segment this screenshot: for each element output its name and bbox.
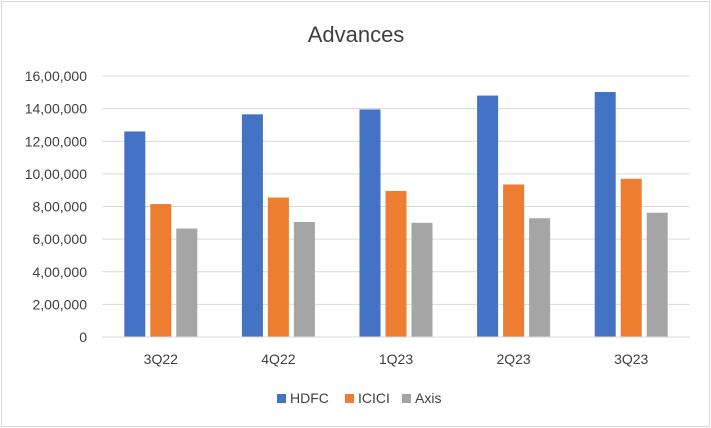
bar-icici-4q22 — [267, 197, 289, 337]
y-tick-label: 8,00,000 — [33, 199, 88, 215]
legend-swatch-axis — [402, 394, 411, 403]
chart-title: Advances — [308, 22, 405, 47]
bar-icici-1q23 — [385, 191, 407, 337]
y-tick-label: 16,00,000 — [25, 68, 87, 84]
legend-label-icici: ICICI — [358, 390, 390, 406]
bar-axis-4q22 — [293, 221, 315, 337]
bars — [124, 91, 668, 337]
bar-hdfc-3q22 — [124, 131, 146, 337]
legend-swatch-icici — [345, 394, 354, 403]
y-tick-label: 2,00,000 — [33, 296, 88, 312]
x-tick-label: 2Q23 — [496, 351, 530, 367]
bar-hdfc-2q23 — [477, 95, 499, 337]
bar-axis-3q22 — [176, 228, 198, 337]
axes: 0 2,00,000 4,00,000 6,00,000 8,00,000 10,00,0… — [25, 68, 690, 367]
x-tick-label: 3Q23 — [614, 351, 648, 367]
y-tick-label: 10,00,000 — [25, 166, 87, 182]
bar-icici-2q23 — [503, 184, 525, 337]
legend-label-hdfc: HDFC — [290, 390, 329, 406]
y-tick-label: 6,00,000 — [33, 231, 88, 247]
legend-swatch-hdfc — [277, 394, 286, 403]
x-tick-label: 3Q22 — [144, 351, 178, 367]
x-tick-label: 4Q22 — [261, 351, 295, 367]
bar-hdfc-1q23 — [359, 109, 381, 337]
bar-axis-3q23 — [646, 212, 668, 337]
bar-hdfc-4q22 — [241, 114, 263, 337]
x-tick-label: 1Q23 — [379, 351, 413, 367]
bar-hdfc-3q23 — [594, 91, 616, 337]
legend: HDFC ICICI Axis — [277, 390, 441, 406]
legend-label-axis: Axis — [415, 390, 441, 406]
bar-icici-3q23 — [620, 178, 642, 337]
y-tick-label: 0 — [79, 329, 87, 345]
y-tick-label: 12,00,000 — [25, 133, 87, 149]
y-tick-label: 4,00,000 — [33, 264, 88, 280]
bar-axis-1q23 — [411, 222, 433, 337]
bar-icici-3q22 — [150, 204, 172, 337]
bar-axis-2q23 — [529, 218, 551, 337]
y-tick-label: 14,00,000 — [25, 101, 87, 117]
